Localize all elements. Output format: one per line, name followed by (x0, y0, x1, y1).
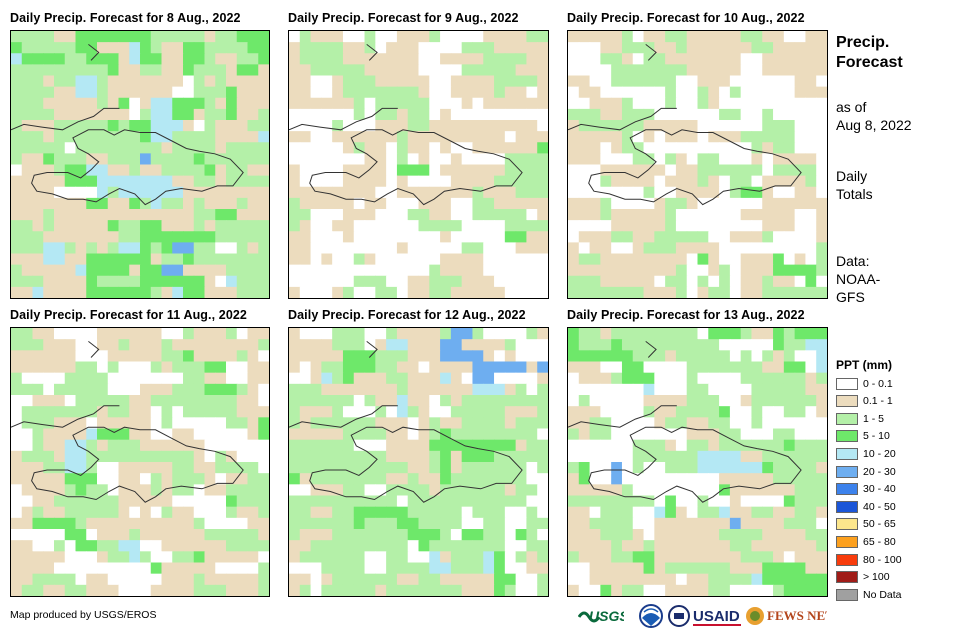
coastline (88, 341, 100, 358)
island-outline (31, 426, 244, 503)
island-outline (588, 129, 802, 206)
usaid-seal-logo (668, 603, 690, 629)
panel-title-5: Daily Precip. Forecast for 12 Aug., 2022 (288, 308, 526, 322)
legend-swatch (836, 377, 858, 390)
legend-item: No Data (836, 588, 902, 601)
legend-label: No Data (863, 588, 902, 601)
legend-swatch (836, 465, 858, 478)
island-outline (309, 426, 523, 503)
coastline (568, 405, 677, 428)
coastline (645, 44, 657, 61)
legend-swatch (836, 553, 858, 566)
data-source-line2: GFS (836, 289, 865, 305)
legend-title: PPT (mm) (836, 358, 893, 372)
legend-swatch (836, 483, 858, 496)
legend-label: 30 - 40 (863, 483, 896, 496)
legend-item: 10 - 20 (836, 447, 896, 460)
usgs-logo: USGS (578, 603, 624, 629)
legend-label: 5 - 10 (863, 430, 890, 443)
legend-swatch (836, 395, 858, 408)
legend-swatch (836, 518, 858, 531)
forecast-map-6 (567, 327, 828, 597)
sidebar-data-source: Data: NOAA- GFS (836, 252, 880, 306)
sidebar-title: Precip. Forecast (836, 33, 903, 73)
legend-swatch (836, 500, 858, 513)
sidebar-daily-totals: Daily Totals (836, 167, 873, 203)
sidebar-as-of: as of Aug 8, 2022 (836, 98, 912, 134)
totals-label: Totals (836, 186, 873, 202)
legend-item: 0 - 0.1 (836, 377, 893, 390)
forecast-map-2 (288, 30, 549, 299)
legend-item: 50 - 65 (836, 518, 896, 531)
legend-label: 0 - 0.1 (863, 377, 893, 390)
as-of-label: as of (836, 99, 867, 115)
legend-label: 80 - 100 (863, 553, 902, 566)
legend-label: > 100 (863, 571, 890, 584)
usaid-logo: USAID (692, 603, 744, 629)
panel-title-6: Daily Precip. Forecast for 13 Aug., 2022 (567, 308, 805, 322)
legend-swatch (836, 430, 858, 443)
coastline (289, 405, 398, 428)
legend-item: 65 - 80 (836, 535, 896, 548)
legend-swatch (836, 447, 858, 460)
coastline (568, 107, 677, 131)
legend-item: > 100 (836, 571, 890, 584)
legend-item: 5 - 10 (836, 430, 890, 443)
panel-title-2: Daily Precip. Forecast for 9 Aug., 2022 (288, 11, 519, 25)
daily-label: Daily (836, 168, 868, 184)
noaa-logo-mark (639, 604, 663, 628)
svg-text:FEWS NET: FEWS NET (767, 608, 827, 623)
legend-swatch (836, 535, 858, 548)
coastline (289, 107, 398, 131)
coastline (11, 405, 120, 428)
legend-label: 65 - 80 (863, 535, 896, 548)
coastline (88, 44, 100, 61)
usgs-logo-mark: USGS (578, 608, 624, 624)
legend-label: 0.1 - 1 (863, 395, 893, 408)
legend-swatch (836, 412, 858, 425)
legend-item: 20 - 30 (836, 465, 896, 478)
sidebar-title-line1: Precip. (836, 34, 890, 51)
panel-title-3: Daily Precip. Forecast for 10 Aug., 2022 (567, 11, 805, 25)
legend-item: 40 - 50 (836, 500, 896, 513)
legend-label: 1 - 5 (863, 412, 885, 425)
usaid-seal-mark (668, 605, 690, 627)
as-of-date: Aug 8, 2022 (836, 117, 912, 133)
legend-label: 10 - 20 (863, 447, 896, 460)
forecast-map-3 (567, 30, 828, 299)
legend-item: 30 - 40 (836, 483, 896, 496)
legend-swatch (836, 588, 858, 601)
forecast-map-4 (10, 327, 270, 597)
coastline (366, 341, 378, 358)
island-outline (309, 129, 523, 206)
legend-swatch (836, 571, 858, 584)
panel-title-1: Daily Precip. Forecast for 8 Aug., 2022 (10, 11, 241, 25)
legend-label: 50 - 65 (863, 518, 896, 531)
legend-item: 0.1 - 1 (836, 395, 893, 408)
sidebar-title-line2: Forecast (836, 54, 903, 71)
fews-net-wordmark: FEWS NET (746, 607, 827, 625)
fews-net-logo: FEWS NET (745, 603, 827, 629)
legend-label: 20 - 30 (863, 465, 896, 478)
data-label: Data: (836, 253, 870, 269)
coastline (645, 341, 657, 358)
legend-item: 1 - 5 (836, 412, 884, 425)
forecast-map-1 (10, 30, 270, 299)
island-outline (31, 129, 244, 206)
legend-label: 40 - 50 (863, 500, 896, 513)
legend-item: 80 - 100 (836, 553, 902, 566)
island-outline (588, 426, 802, 503)
map-credit: Map produced by USGS/EROS (10, 609, 157, 621)
coastline (11, 107, 120, 131)
usaid-wordmark: USAID (693, 608, 741, 626)
panel-title-4: Daily Precip. Forecast for 11 Aug., 2022 (10, 308, 247, 322)
svg-text:USAID: USAID (693, 608, 740, 625)
data-source-line1: NOAA- (836, 271, 881, 287)
noaa-logo (638, 603, 664, 629)
svg-text:USGS: USGS (589, 608, 624, 624)
forecast-map-5 (288, 327, 549, 597)
coastline (366, 44, 378, 61)
